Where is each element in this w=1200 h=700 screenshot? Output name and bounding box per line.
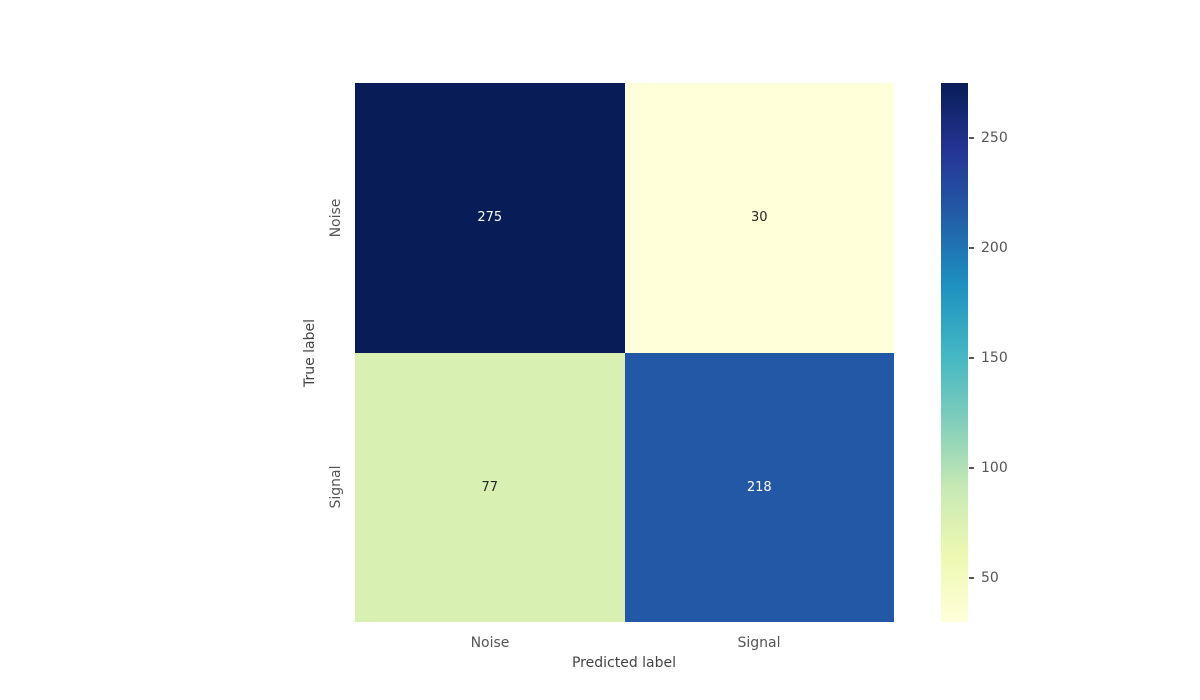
colorbar-gradient bbox=[941, 83, 968, 622]
colorbar-tick-label: 150 bbox=[981, 350, 1008, 366]
colorbar-tick-label: 200 bbox=[981, 240, 1008, 256]
y-tick-label-noise: Noise bbox=[328, 198, 344, 238]
heatmap-cell-true-signal-pred-signal: 218 bbox=[624, 352, 894, 622]
y-axis-label: True label bbox=[302, 318, 318, 388]
x-tick-label-signal: Signal bbox=[737, 635, 781, 651]
colorbar-tick-mark bbox=[969, 467, 974, 469]
colorbar-tick-label: 250 bbox=[981, 130, 1008, 146]
heatmap-cell-true-noise-pred-noise: 275 bbox=[355, 83, 625, 353]
colorbar: 250 200 150 100 50 bbox=[941, 83, 1008, 622]
x-tick-label-noise: Noise bbox=[470, 635, 510, 651]
x-axis-label: Predicted label bbox=[571, 655, 677, 671]
cell-annotation: 275 bbox=[477, 210, 503, 226]
cell-annotation: 30 bbox=[750, 210, 768, 226]
heatmap-cell-true-noise-pred-signal: 30 bbox=[624, 83, 894, 353]
cell-annotation: 218 bbox=[746, 479, 772, 495]
colorbar-tick-mark bbox=[969, 577, 974, 579]
heatmap-grid: 275 30 77 218 bbox=[355, 83, 894, 622]
y-tick-label-signal: Signal bbox=[328, 465, 344, 509]
heatmap-cell-true-signal-pred-noise: 77 bbox=[355, 352, 625, 622]
colorbar-tick-label: 50 bbox=[981, 570, 999, 586]
colorbar-tick-mark bbox=[969, 137, 974, 139]
colorbar-tick-label: 100 bbox=[981, 460, 1008, 476]
cell-annotation: 77 bbox=[481, 479, 499, 495]
colorbar-tick-mark bbox=[969, 357, 974, 359]
colorbar-tick-mark bbox=[969, 247, 974, 249]
